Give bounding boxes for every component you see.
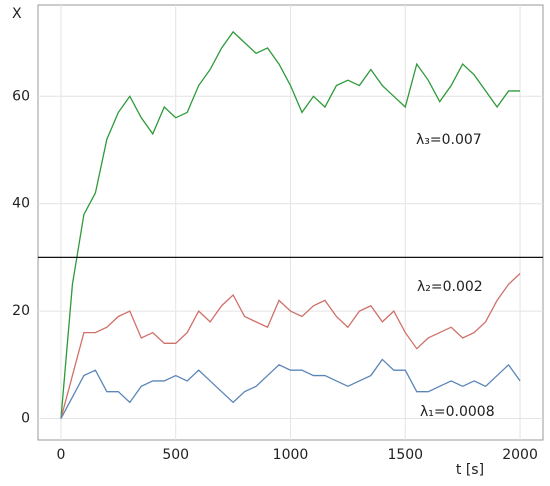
x-tick-label: 0 [56, 447, 65, 463]
series-label: λ₁=0.0008 [420, 404, 495, 420]
y-tick-label: 40 [12, 196, 30, 212]
x-tick-label: 1500 [387, 447, 423, 463]
x-axis-label: t [s] [456, 462, 484, 478]
series-line [60, 30, 521, 419]
series-label: λ₂=0.002 [417, 279, 483, 295]
y-tick-label: 0 [21, 411, 30, 427]
x-tick-label: 500 [162, 447, 189, 463]
y-tick-label: 60 [12, 88, 30, 104]
x-tick-label: 1000 [273, 447, 309, 463]
series-label: λ₃=0.007 [416, 132, 482, 148]
x-tick-label: 2000 [502, 447, 538, 463]
y-axis-label: X [12, 6, 22, 22]
series-line [60, 358, 521, 419]
series-line [60, 273, 521, 419]
y-tick-label: 20 [12, 303, 30, 319]
